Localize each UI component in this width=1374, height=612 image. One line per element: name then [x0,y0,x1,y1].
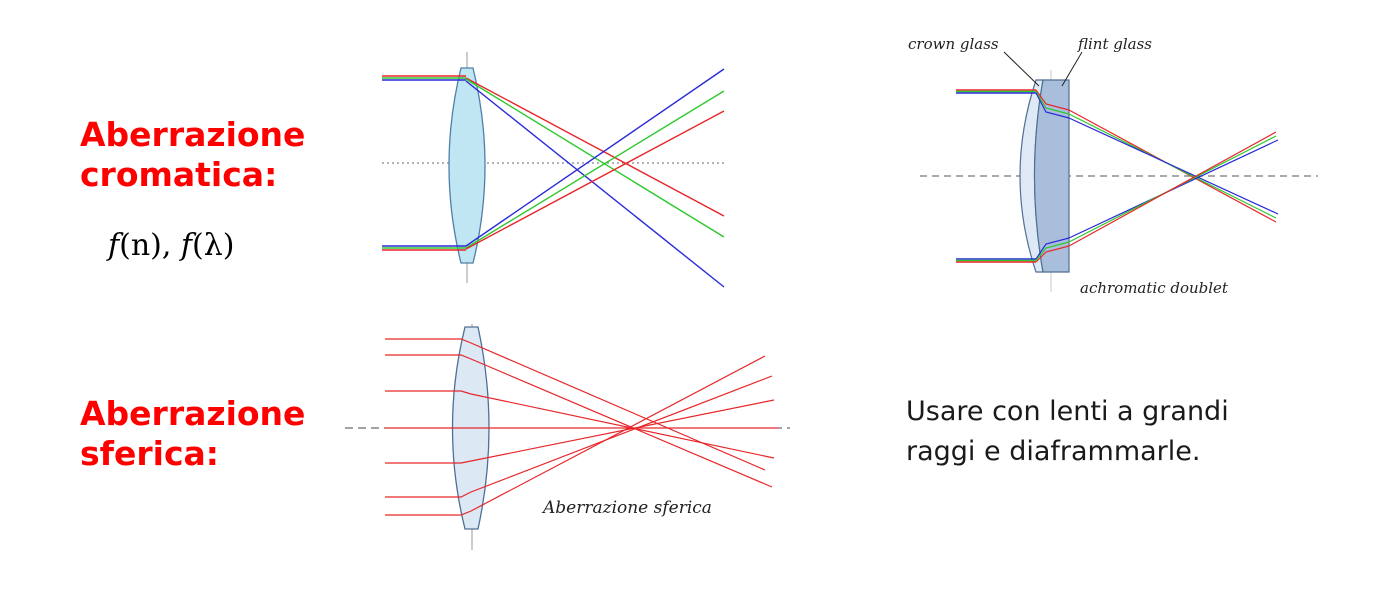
formula-n: (n), [119,228,181,263]
chromatic-lens [448,67,486,264]
chromatic-ray-red-top-out [465,77,725,217]
chromatic-aberration-heading: Aberrazione cromatica: [80,115,305,195]
spherical-aberration-diagram: Aberrazione sferica [345,324,790,550]
doublet-ray-blue-bottom-inside [1035,237,1070,260]
crown-glass-label: crown glass [908,35,999,53]
spherical-heading-line1: Aberrazione [80,394,306,433]
doublet-ray-red-bottom-inside [1035,245,1070,263]
flint-glass-label: flint glass [1077,35,1152,53]
achromatic-doublet-diagram: crown glass flint glass achromatic doubl… [908,35,1318,297]
doublet-ray-green-top-inside [1035,91,1070,115]
advice-text: Usare con lenti a grandi raggi e diafram… [906,392,1229,472]
doublet-ray-blue-top-inside [1035,92,1070,119]
chromatic-ray-blue-top-out [465,80,725,288]
flint-label-pointer [1061,51,1083,87]
spherical-aberration-caption: Aberrazione sferica [541,498,712,518]
chromatic-ray-green-bottom-out [465,90,725,249]
spherical-aberration-heading: Aberrazione sferica: [80,394,305,474]
chromatic-ray-blue-bottom-out [465,68,725,247]
spherical-heading-line2: sferica: [80,434,219,473]
doublet-ray-red-bottom-out [1068,131,1277,247]
advice-line1: Usare con lenti a grandi [906,396,1229,427]
chromatic-formula: f(n), f(λ) [108,228,234,263]
doublet-ray-red-top-inside [1035,89,1070,111]
formula-f1: f [108,228,120,263]
achromatic-doublet-caption: achromatic doublet [1080,279,1229,297]
chromatic-aberration-diagram [382,52,725,288]
chromatic-heading-line1: Aberrazione [80,115,306,154]
spherical-ray-2 [385,354,773,488]
spherical-ray-3 [385,390,775,459]
flint-glass-lens [1033,79,1070,273]
formula-f2: f [180,228,193,263]
crown-label-pointer [1003,51,1040,87]
doublet-ray-blue-top-out [1068,117,1279,215]
spherical-ray-1 [385,338,766,471]
chromatic-heading-line2: cromatica: [80,155,278,194]
advice-line2: raggi e diaframmarle. [906,436,1201,467]
spherical-ray-6 [385,355,766,516]
chromatic-ray-red-bottom-out [465,110,725,250]
formula-lambda: (λ) [192,228,235,263]
doublet-ray-green-bottom-inside [1035,241,1070,261]
spherical-ray-5 [385,375,773,498]
